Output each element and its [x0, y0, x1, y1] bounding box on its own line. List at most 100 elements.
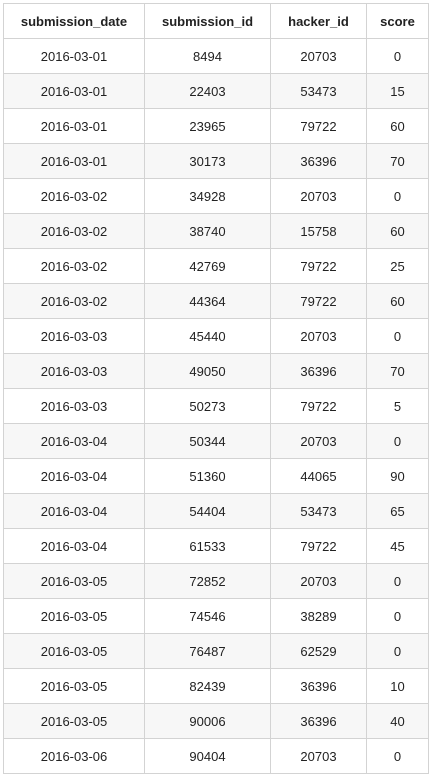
header-submission-date: submission_date [3, 3, 145, 39]
cell-submission-date: 2016-03-01 [3, 143, 145, 179]
cell-submission-date: 2016-03-03 [3, 353, 145, 389]
cell-score: 40 [366, 703, 429, 739]
cell-score: 70 [366, 353, 429, 389]
table-row: 2016-03-05 82439 36396 10 [3, 668, 429, 704]
table-row: 2016-03-05 72852 20703 0 [3, 563, 429, 599]
table-row: 2016-03-01 8494 20703 0 [3, 38, 429, 74]
cell-submission-id: 90404 [144, 738, 271, 774]
table-row: 2016-03-04 50344 20703 0 [3, 423, 429, 459]
cell-score: 0 [366, 178, 429, 214]
table-row: 2016-03-03 49050 36396 70 [3, 353, 429, 389]
cell-hacker-id: 53473 [270, 73, 367, 109]
cell-submission-id: 44364 [144, 283, 271, 319]
cell-score: 45 [366, 528, 429, 564]
cell-score: 0 [366, 598, 429, 634]
cell-submission-id: 30173 [144, 143, 271, 179]
cell-submission-id: 74546 [144, 598, 271, 634]
table-row: 2016-03-05 74546 38289 0 [3, 598, 429, 634]
cell-submission-id: 51360 [144, 458, 271, 494]
cell-submission-date: 2016-03-04 [3, 528, 145, 564]
cell-submission-date: 2016-03-02 [3, 213, 145, 249]
cell-score: 0 [366, 633, 429, 669]
table-row: 2016-03-01 30173 36396 70 [3, 143, 429, 179]
cell-score: 60 [366, 283, 429, 319]
table-row: 2016-03-04 61533 79722 45 [3, 528, 429, 564]
table-row: 2016-03-02 38740 15758 60 [3, 213, 429, 249]
cell-hacker-id: 79722 [270, 283, 367, 319]
cell-submission-date: 2016-03-04 [3, 493, 145, 529]
cell-submission-date: 2016-03-01 [3, 73, 145, 109]
table-row: 2016-03-02 44364 79722 60 [3, 283, 429, 319]
cell-submission-date: 2016-03-05 [3, 668, 145, 704]
cell-hacker-id: 20703 [270, 738, 367, 774]
cell-hacker-id: 20703 [270, 423, 367, 459]
table-row: 2016-03-05 90006 36396 40 [3, 703, 429, 739]
cell-hacker-id: 79722 [270, 528, 367, 564]
table-row: 2016-03-03 45440 20703 0 [3, 318, 429, 354]
header-score: score [366, 3, 429, 39]
cell-submission-id: 72852 [144, 563, 271, 599]
cell-score: 0 [366, 563, 429, 599]
cell-submission-id: 8494 [144, 38, 271, 74]
cell-hacker-id: 20703 [270, 318, 367, 354]
cell-hacker-id: 79722 [270, 388, 367, 424]
cell-submission-date: 2016-03-04 [3, 423, 145, 459]
table-body: 2016-03-01 8494 20703 0 2016-03-01 22403 53473… [3, 38, 429, 774]
submissions-table: submission_date submission_id hacker_id … [3, 3, 429, 774]
table-row: 2016-03-01 22403 53473 15 [3, 73, 429, 109]
cell-submission-id: 23965 [144, 108, 271, 144]
cell-hacker-id: 20703 [270, 38, 367, 74]
cell-submission-date: 2016-03-02 [3, 283, 145, 319]
cell-submission-id: 50344 [144, 423, 271, 459]
cell-submission-id: 76487 [144, 633, 271, 669]
cell-hacker-id: 79722 [270, 248, 367, 284]
table-row: 2016-03-02 42769 79722 25 [3, 248, 429, 284]
cell-score: 60 [366, 108, 429, 144]
cell-score: 0 [366, 423, 429, 459]
table-row: 2016-03-01 23965 79722 60 [3, 108, 429, 144]
cell-submission-id: 22403 [144, 73, 271, 109]
cell-hacker-id: 20703 [270, 178, 367, 214]
cell-hacker-id: 36396 [270, 143, 367, 179]
cell-submission-id: 82439 [144, 668, 271, 704]
cell-submission-date: 2016-03-03 [3, 388, 145, 424]
cell-score: 65 [366, 493, 429, 529]
cell-score: 25 [366, 248, 429, 284]
header-submission-id: submission_id [144, 3, 271, 39]
cell-submission-date: 2016-03-02 [3, 178, 145, 214]
cell-submission-date: 2016-03-01 [3, 38, 145, 74]
cell-submission-date: 2016-03-04 [3, 458, 145, 494]
cell-hacker-id: 36396 [270, 668, 367, 704]
cell-submission-id: 42769 [144, 248, 271, 284]
submissions-table-container: submission_date submission_id hacker_id … [3, 3, 429, 774]
cell-submission-date: 2016-03-06 [3, 738, 145, 774]
cell-submission-date: 2016-03-05 [3, 633, 145, 669]
header-row: submission_date submission_id hacker_id … [3, 3, 429, 39]
cell-submission-date: 2016-03-05 [3, 598, 145, 634]
cell-hacker-id: 20703 [270, 563, 367, 599]
cell-score: 10 [366, 668, 429, 704]
cell-submission-date: 2016-03-05 [3, 703, 145, 739]
cell-submission-id: 49050 [144, 353, 271, 389]
table-row: 2016-03-02 34928 20703 0 [3, 178, 429, 214]
cell-score: 5 [366, 388, 429, 424]
cell-score: 70 [366, 143, 429, 179]
cell-hacker-id: 36396 [270, 703, 367, 739]
cell-hacker-id: 44065 [270, 458, 367, 494]
cell-submission-id: 50273 [144, 388, 271, 424]
table-header: submission_date submission_id hacker_id … [3, 3, 429, 39]
cell-score: 60 [366, 213, 429, 249]
cell-hacker-id: 36396 [270, 353, 367, 389]
cell-submission-id: 34928 [144, 178, 271, 214]
cell-score: 0 [366, 38, 429, 74]
cell-hacker-id: 38289 [270, 598, 367, 634]
cell-score: 0 [366, 738, 429, 774]
cell-hacker-id: 79722 [270, 108, 367, 144]
table-row: 2016-03-03 50273 79722 5 [3, 388, 429, 424]
cell-submission-date: 2016-03-05 [3, 563, 145, 599]
table-row: 2016-03-04 54404 53473 65 [3, 493, 429, 529]
cell-submission-date: 2016-03-01 [3, 108, 145, 144]
cell-submission-id: 90006 [144, 703, 271, 739]
cell-submission-date: 2016-03-03 [3, 318, 145, 354]
cell-score: 0 [366, 318, 429, 354]
